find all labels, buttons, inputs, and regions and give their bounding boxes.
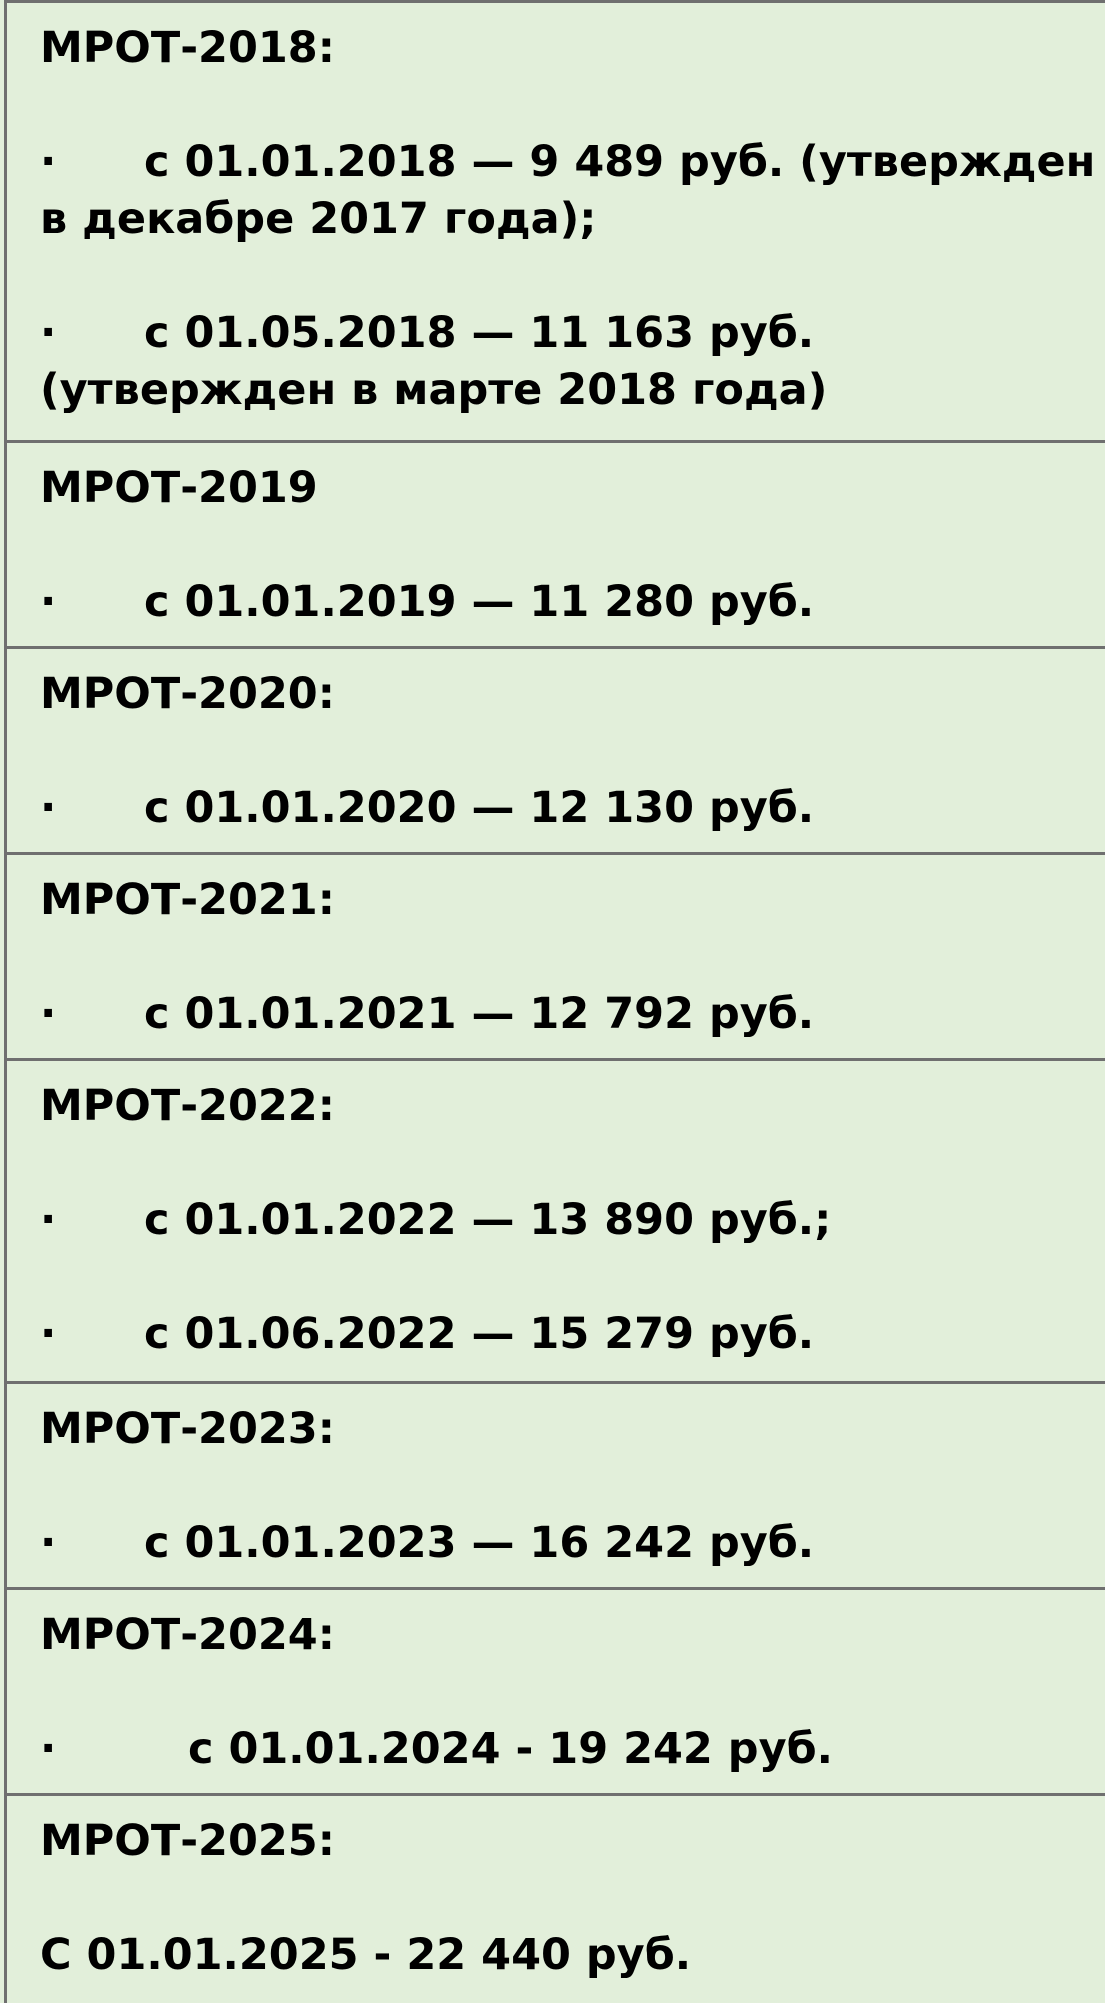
row-title: МРОТ-2025: <box>40 1816 335 1866</box>
table-row-2022: МРОТ-2022: · с 01.01.2022 — 13 890 руб.; … <box>4 1058 1105 1381</box>
item-text: с 01.01.2024 - 19 242 руб. <box>188 1724 833 1774</box>
item-text: с 01.05.2018 — 11 163 руб. (утвержден в … <box>40 308 828 415</box>
item-text: с 01.01.2019 — 11 280 руб. <box>144 577 815 627</box>
list-item: · с 01.01.2019 — 11 280 руб. <box>40 574 1105 631</box>
item-text: с 01.01.2020 — 12 130 руб. <box>144 783 815 833</box>
table-row-2025: МРОТ-2025: С 01.01.2025 - 22 440 руб. <box>4 1793 1105 2003</box>
list-item: · с 01.01.2021 — 12 792 руб. <box>40 986 1105 1043</box>
list-item: С 01.01.2025 - 22 440 руб. <box>40 1930 692 1980</box>
list-item: · с 01.01.2023 — 16 242 руб. <box>40 1515 1105 1572</box>
row-title: МРОТ-2024: <box>40 1610 335 1660</box>
table-row-2023: МРОТ-2023: · с 01.01.2023 — 16 242 руб. <box>4 1381 1105 1587</box>
table-row-2020: МРОТ-2020: · с 01.01.2020 — 12 130 руб. <box>4 646 1105 852</box>
list-item: · с 01.01.2020 — 12 130 руб. <box>40 780 1105 837</box>
bullet-icon: · <box>40 1724 57 1774</box>
row-title: МРОТ-2022: <box>40 1081 335 1131</box>
bullet-icon: · <box>40 783 57 833</box>
list-item: · с 01.05.2018 — 11 163 руб. (утвержден в… <box>40 305 1105 419</box>
row-title: МРОТ-2021: <box>40 875 335 925</box>
bullet-icon: · <box>40 1195 57 1245</box>
item-text: с 01.06.2022 — 15 279 руб. <box>144 1309 815 1359</box>
list-item: · с 01.01.2022 — 13 890 руб.; <box>40 1192 1105 1249</box>
bullet-icon: · <box>40 137 57 187</box>
table-row-2024: МРОТ-2024: · с 01.01.2024 - 19 242 руб. <box>4 1587 1105 1793</box>
bullet-icon: · <box>40 1518 57 1568</box>
item-text: с 01.01.2018 — 9 489 руб. (утвержден в д… <box>40 137 1096 244</box>
mrot-table: МРОТ-2018: · с 01.01.2018 — 9 489 руб. (у… <box>4 0 1105 2003</box>
table-row-2019: МРОТ-2019 · с 01.01.2019 — 11 280 руб. <box>4 440 1105 646</box>
table-row-2018: МРОТ-2018: · с 01.01.2018 — 9 489 руб. (у… <box>4 0 1105 440</box>
bullet-icon: · <box>40 577 57 627</box>
bullet-icon: · <box>40 1309 57 1359</box>
row-title: МРОТ-2018: <box>40 23 335 73</box>
list-item: · с 01.06.2022 — 15 279 руб. <box>40 1306 1105 1363</box>
list-item: · с 01.01.2024 - 19 242 руб. <box>40 1721 1105 1778</box>
row-title: МРОТ-2019 <box>40 463 318 513</box>
row-title: МРОТ-2023: <box>40 1404 335 1454</box>
row-title: МРОТ-2020: <box>40 669 335 719</box>
list-item: · с 01.01.2018 — 9 489 руб. (утвержден в … <box>40 134 1105 248</box>
item-text: с 01.01.2021 — 12 792 руб. <box>144 989 815 1039</box>
bullet-icon: · <box>40 308 57 358</box>
item-text: с 01.01.2022 — 13 890 руб.; <box>144 1195 832 1245</box>
bullet-icon: · <box>40 989 57 1039</box>
table-row-2021: МРОТ-2021: · с 01.01.2021 — 12 792 руб. <box>4 852 1105 1058</box>
item-text: с 01.01.2023 — 16 242 руб. <box>144 1518 815 1568</box>
